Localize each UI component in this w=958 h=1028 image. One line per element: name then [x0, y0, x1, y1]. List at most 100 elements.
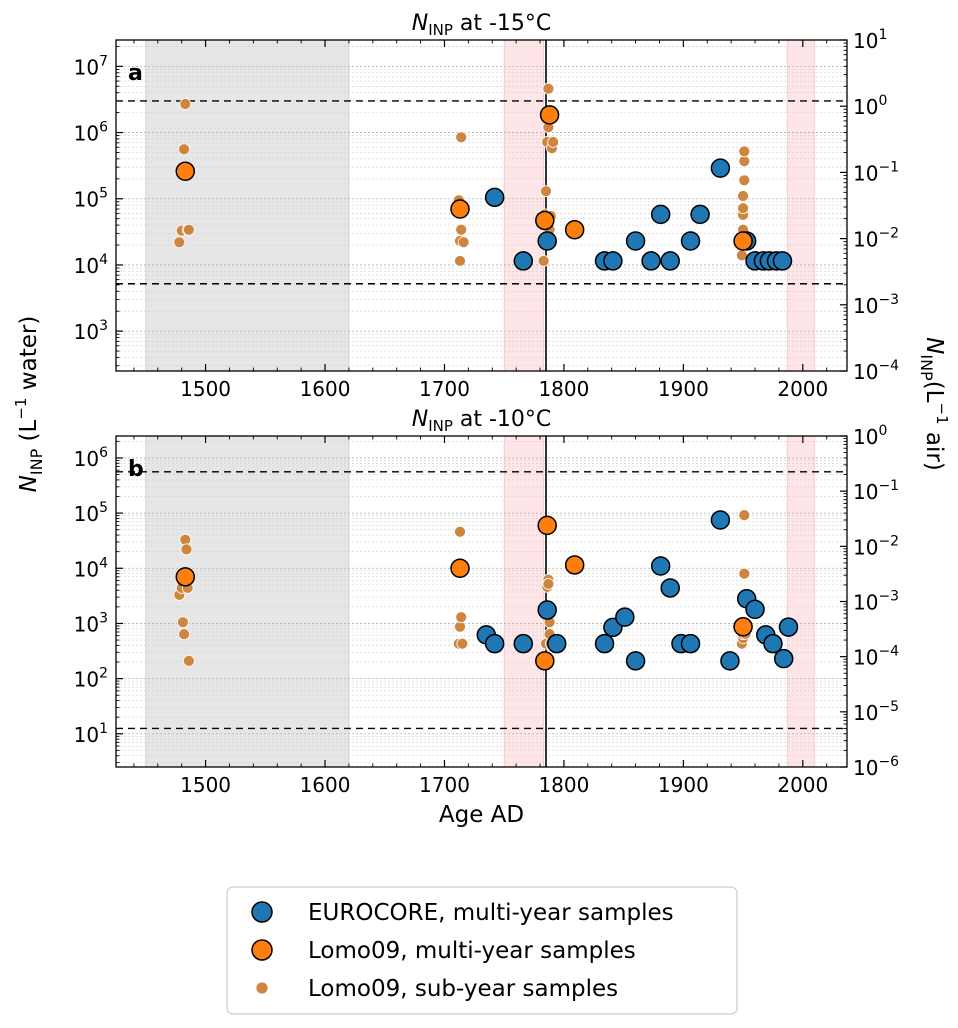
data-point-lomo09-sub-year	[454, 255, 466, 267]
panel-b: 1500 1600 1700 1800 1900 2000 b NINP at -10°C	[115, 407, 848, 797]
data-point-lomo09-sub-year	[455, 611, 468, 624]
data-point-lomo09-multi-year	[535, 651, 555, 671]
data-point-eurocore	[773, 648, 794, 669]
right-y-tick-label: 10−4	[853, 644, 899, 670]
data-point-lomo09-sub-year	[738, 174, 751, 187]
right-y-tick-label: 10−1	[853, 159, 899, 185]
x-tick-label: 1700	[419, 773, 470, 797]
panel-a: 1500 1600 1700 1800 1900 2000 a NINP at -15°C	[115, 11, 848, 401]
data-point-lomo09-multi-year	[564, 555, 585, 575]
x-tick-label: 1900	[658, 773, 709, 797]
shaded-region-gray	[145, 435, 350, 768]
panel-title: NINP at -15°C	[412, 11, 552, 39]
right-y-tick-label: 10−2	[853, 226, 899, 252]
data-point-lomo09-sub-year	[542, 82, 555, 95]
data-point-eurocore	[547, 633, 567, 654]
panel-label: b	[128, 457, 144, 482]
right-y-tick-label: 10−3	[853, 292, 899, 318]
y-tick-label: 107	[74, 53, 108, 79]
legend: EUROCORE, multi-year samples Lomo09, mult…	[226, 886, 738, 1015]
x-tick-label: 1800	[538, 773, 589, 797]
right-y-tick-label: 100	[853, 93, 887, 119]
legend-entry-label: Lomo09, multi-year samples	[308, 938, 636, 964]
x-tick-label: 1600	[300, 377, 351, 401]
data-point-lomo09-sub-year	[179, 533, 192, 546]
right-y-tick-label: 10−3	[853, 589, 899, 615]
y-tick-label: 104	[74, 555, 108, 581]
data-point-eurocore	[603, 251, 623, 271]
data-point-lomo09-sub-year	[457, 236, 470, 249]
data-point-lomo09-sub-year	[455, 131, 468, 144]
data-point-lomo09-multi-year	[175, 161, 196, 182]
data-point-eurocore	[537, 231, 557, 251]
data-point-eurocore	[513, 251, 534, 271]
y-axis-label-left: NINP (L−1 water)	[12, 316, 46, 493]
right-y-tick-label: 10−4	[853, 358, 899, 384]
y-tick-label: 105	[74, 186, 108, 212]
y-tick-label: 101	[74, 721, 108, 747]
right-y-tick-label: 10−2	[853, 533, 899, 559]
data-point-lomo09-sub-year	[738, 567, 751, 580]
x-tick-label: 1600	[300, 773, 351, 797]
x-tick-label: 2000	[777, 773, 828, 797]
data-point-eurocore	[710, 510, 731, 530]
data-point-lomo09-sub-year	[455, 223, 468, 236]
data-point-lomo09-multi-year	[733, 617, 753, 637]
right-y-tick-label: 10−6	[853, 754, 899, 780]
y-tick-label: 106	[74, 120, 108, 146]
data-point-eurocore	[680, 633, 701, 654]
data-point-lomo09-sub-year	[180, 543, 193, 556]
data-point-eurocore	[778, 617, 799, 637]
x-tick-label: 2000	[777, 377, 828, 401]
data-point-lomo09-sub-year	[738, 509, 751, 522]
data-point-lomo09-sub-year	[738, 155, 751, 168]
x-tick-label: 1500	[180, 377, 231, 401]
data-point-eurocore	[513, 633, 534, 654]
data-point-eurocore	[680, 231, 701, 251]
y-tick-label: 105	[74, 500, 108, 526]
data-point-lomo09-sub-year	[182, 223, 195, 236]
data-point-lomo09-sub-year	[173, 236, 186, 249]
shaded-region-gray	[145, 39, 350, 372]
legend-entry-label: EUROCORE, multi-year samples	[308, 900, 674, 926]
legend-box	[226, 886, 738, 1015]
data-point-eurocore	[660, 251, 680, 271]
y-tick-label: 106	[74, 445, 108, 471]
shaded-region-pink	[786, 39, 816, 372]
right-y-tick-label: 101	[853, 27, 887, 53]
data-point-lomo09-multi-year	[733, 231, 753, 251]
panel-label: a	[128, 61, 143, 86]
data-point-lomo09-sub-year	[178, 628, 190, 641]
y-tick-label: 104	[74, 252, 108, 278]
x-axis-label: Age AD	[439, 802, 524, 828]
y-tick-label: 103	[74, 318, 108, 344]
y-tick-label: 103	[74, 610, 108, 636]
data-point-eurocore	[594, 633, 615, 654]
data-point-eurocore	[484, 187, 505, 208]
data-point-lomo09-multi-year	[450, 558, 470, 579]
data-point-lomo09-sub-year	[547, 136, 560, 148]
y-axis-label-right: NINP(L−1 air)	[917, 337, 951, 471]
x-tick-label: 1500	[180, 773, 231, 797]
data-point-lomo09-multi-year	[175, 567, 196, 587]
right-y-tick-label: 10−1	[853, 478, 899, 504]
data-point-eurocore	[690, 204, 710, 225]
data-point-eurocore	[745, 599, 765, 620]
data-point-lomo09-multi-year	[535, 210, 555, 231]
shaded-region-pink	[786, 435, 816, 768]
data-point-eurocore	[641, 251, 661, 271]
right-y-tick-label: 10−5	[853, 699, 899, 725]
data-point-lomo09-sub-year	[182, 654, 195, 667]
data-point-lomo09-multi-year	[564, 220, 585, 240]
data-point-eurocore	[772, 251, 793, 271]
data-point-eurocore	[484, 633, 505, 654]
data-point-eurocore	[625, 651, 646, 671]
data-point-lomo09-sub-year	[179, 98, 192, 110]
shaded-region-pink	[503, 39, 545, 372]
data-point-lomo09-sub-year	[454, 525, 466, 538]
x-tick-label: 1800	[538, 377, 589, 401]
x-tick-label: 1900	[658, 377, 709, 401]
data-point-lomo09-sub-year	[178, 143, 190, 156]
data-point-lomo09-sub-year	[737, 190, 749, 202]
